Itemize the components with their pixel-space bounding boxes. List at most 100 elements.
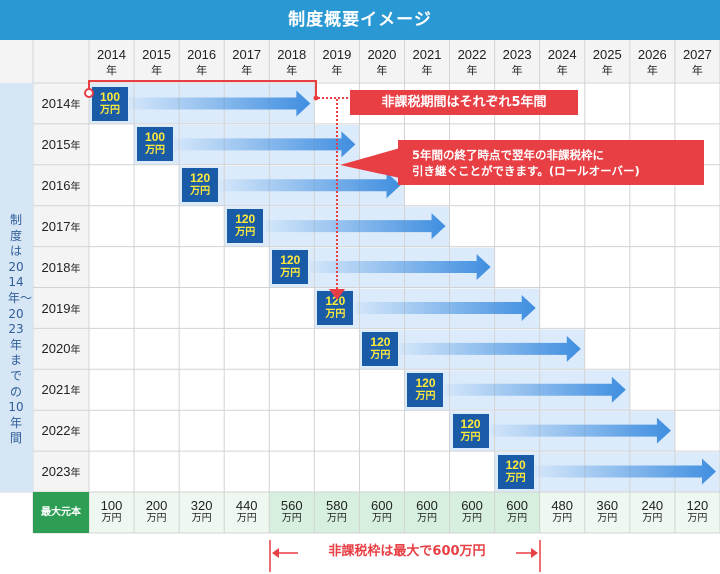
year-header: 2020 年 bbox=[359, 42, 404, 82]
year-header-suffix: 年 bbox=[376, 65, 388, 77]
year-header-value: 2025 bbox=[592, 47, 622, 62]
year-header-value: 2017 bbox=[232, 47, 262, 62]
year-header-suffix: 年 bbox=[511, 65, 523, 77]
annual-limit-value: 120 bbox=[190, 171, 211, 186]
annual-limit-unit: 万円 bbox=[415, 390, 436, 402]
page-title: 制度概要イメージ bbox=[0, 0, 720, 40]
max-cell-bg bbox=[629, 492, 675, 533]
year-header-suffix: 年 bbox=[601, 65, 613, 77]
max-cell-bg bbox=[404, 492, 450, 533]
annual-limit-unit: 万円 bbox=[505, 472, 526, 484]
max-principal-label: 最大元本 bbox=[33, 492, 89, 533]
year-header: 2014 年 bbox=[89, 42, 134, 82]
annual-limit-unit: 万円 bbox=[280, 268, 301, 280]
year-header-value: 2027 bbox=[682, 47, 712, 62]
annual-limit-value: 100 bbox=[145, 130, 166, 145]
year-header-value: 2021 bbox=[412, 47, 442, 62]
annual-limit-box: 120 万円 bbox=[452, 413, 489, 448]
year-header-value: 2016 bbox=[187, 47, 217, 62]
max-cell-bg bbox=[269, 492, 315, 533]
max-principal-cell: 240 万円 bbox=[641, 498, 664, 524]
period-bracket bbox=[88, 80, 317, 96]
max-cell-bg bbox=[224, 492, 270, 533]
row-year-label: 2021年 bbox=[41, 382, 81, 398]
period-start-dot bbox=[84, 88, 94, 98]
holding-arrow bbox=[129, 90, 311, 117]
max-principal-cell: 600 万円 bbox=[416, 498, 438, 524]
max-cell-bg bbox=[539, 492, 585, 533]
year-header-suffix: 年 bbox=[466, 65, 478, 77]
max-cell-bg bbox=[359, 492, 405, 533]
year-header: 2017 年 bbox=[224, 42, 269, 82]
annual-limit-value: 100 bbox=[99, 89, 121, 104]
annual-limit-box: 100 万円 bbox=[92, 86, 128, 121]
holding-arrow bbox=[219, 172, 401, 199]
year-header-value: 2023 bbox=[502, 47, 532, 62]
holding-arrow bbox=[354, 294, 536, 321]
max-principal-cell: 480 万円 bbox=[551, 498, 574, 524]
year-header-suffix: 年 bbox=[331, 65, 343, 77]
rollover-callout: 5年間の終了時点で翌年の非課税枠に 引き継ぐことができます。(ロールオーバー) bbox=[398, 140, 704, 185]
year-header-value: 2014 bbox=[97, 47, 126, 62]
annual-limit-value: 120 bbox=[370, 334, 391, 349]
year-header-value: 2019 bbox=[322, 47, 352, 62]
max-principal-cell: 120 万円 bbox=[686, 498, 709, 524]
row-year-label: 2016年 bbox=[41, 177, 81, 193]
max-cell-bg bbox=[179, 492, 225, 533]
year-header: 2018 年 bbox=[269, 42, 314, 82]
year-header-value: 2020 bbox=[367, 47, 397, 62]
rollover-callout-line1: 5年間の終了時点で翌年の非課税枠に bbox=[412, 148, 604, 162]
max-principal-cell: 320 万円 bbox=[190, 498, 213, 524]
row-year-label: 2015年 bbox=[41, 136, 81, 152]
annual-limit-box: 120 万円 bbox=[272, 250, 309, 285]
holding-arrow bbox=[399, 335, 581, 362]
year-header-suffix: 年 bbox=[421, 65, 433, 77]
row-year-label: 2019年 bbox=[41, 300, 81, 316]
holding-arrow bbox=[309, 254, 491, 281]
annual-limit-box: 120 万円 bbox=[182, 168, 219, 203]
annual-limit-unit: 万円 bbox=[235, 227, 256, 239]
period-callout: 非課税期間はそれぞれ5年間 bbox=[350, 90, 578, 115]
year-header-value: 2022 bbox=[457, 47, 487, 62]
max-cell-bg bbox=[89, 492, 135, 533]
year-header-suffix: 年 bbox=[106, 65, 117, 77]
year-header-value: 2026 bbox=[637, 47, 667, 62]
year-header-suffix: 年 bbox=[691, 65, 703, 77]
annual-limit-value: 120 bbox=[415, 375, 436, 390]
annual-limit-box: 120 万円 bbox=[497, 454, 534, 489]
max-principal-cell: 200 万円 bbox=[145, 498, 168, 524]
year-header: 2027 年 bbox=[675, 42, 720, 82]
max-principal-cell: 580 万円 bbox=[325, 498, 348, 524]
period-end-dot bbox=[313, 95, 319, 101]
annual-limit-value: 120 bbox=[460, 416, 481, 431]
max-cell-bg bbox=[134, 492, 180, 533]
year-header: 2016 年 bbox=[179, 42, 224, 82]
year-header-suffix: 年 bbox=[646, 65, 658, 77]
rollover-arrowhead bbox=[329, 289, 345, 300]
max-cell-bg bbox=[494, 492, 540, 533]
rollover-callout-line2: 引き継ぐことができます。(ロールオーバー) bbox=[412, 164, 640, 178]
row-year-label: 2023年 bbox=[41, 464, 81, 480]
max-principal-cell: 600 万円 bbox=[461, 498, 483, 524]
max-principal-cell: 600 万円 bbox=[506, 498, 528, 524]
annual-limit-unit: 万円 bbox=[370, 349, 391, 361]
year-header-suffix: 年 bbox=[556, 65, 568, 77]
header-bg bbox=[0, 40, 720, 83]
year-header: 2026 年 bbox=[630, 42, 675, 82]
year-header: 2023 年 bbox=[495, 42, 540, 82]
max-cell-bg bbox=[674, 492, 720, 533]
year-header-suffix: 年 bbox=[196, 65, 208, 77]
annual-limit-box: 120 万円 bbox=[407, 372, 444, 407]
year-header-suffix: 年 bbox=[151, 65, 163, 77]
max-cell-bg bbox=[314, 492, 360, 533]
year-header: 2022 年 bbox=[450, 42, 495, 82]
year-header: 2019 年 bbox=[314, 42, 359, 82]
row-year-label: 2020年 bbox=[41, 341, 81, 357]
annual-limit-value: 120 bbox=[505, 457, 526, 472]
year-header-value: 2015 bbox=[142, 47, 172, 62]
row-year-label: 2018年 bbox=[41, 259, 81, 275]
annual-limit-value: 120 bbox=[325, 294, 346, 308]
max-tax-free-note: 非課税枠は最大で600万円 bbox=[328, 544, 486, 559]
side-label-text: 制度は2014年〜2023年までの10年間 bbox=[8, 213, 33, 446]
year-header-suffix: 年 bbox=[286, 65, 298, 77]
